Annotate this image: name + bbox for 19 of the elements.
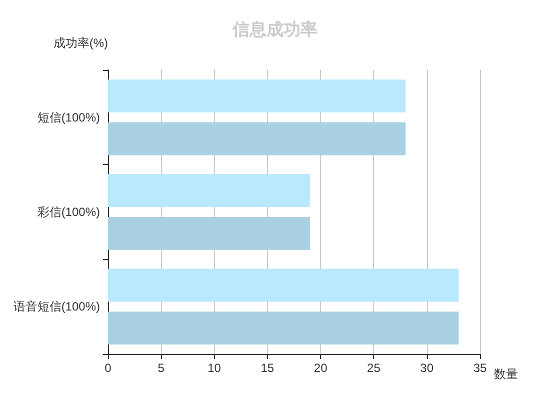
x-tick-label: 10 — [208, 361, 222, 375]
x-tick-label: 20 — [314, 361, 328, 375]
x-tick-label: 15 — [260, 361, 274, 375]
y-tick-label: 语音短信(100%) — [13, 300, 100, 314]
bar — [108, 122, 406, 156]
bar — [108, 216, 310, 250]
x-tick-label: 5 — [158, 361, 165, 375]
bar — [108, 79, 406, 112]
x-tick-label: 35 — [473, 361, 487, 375]
bar — [108, 174, 310, 208]
x-axis-title: 数量 — [494, 367, 518, 381]
bar — [108, 312, 459, 345]
y-tick-label: 短信(100%) — [37, 110, 100, 124]
y-tick-label: 彩信(100%) — [37, 205, 100, 219]
x-tick-label: 0 — [104, 361, 112, 375]
bar — [108, 268, 459, 302]
y-axis-title: 成功率(%) — [53, 36, 108, 50]
x-tick-label: 25 — [367, 361, 381, 375]
x-tick-label: 30 — [420, 361, 434, 375]
